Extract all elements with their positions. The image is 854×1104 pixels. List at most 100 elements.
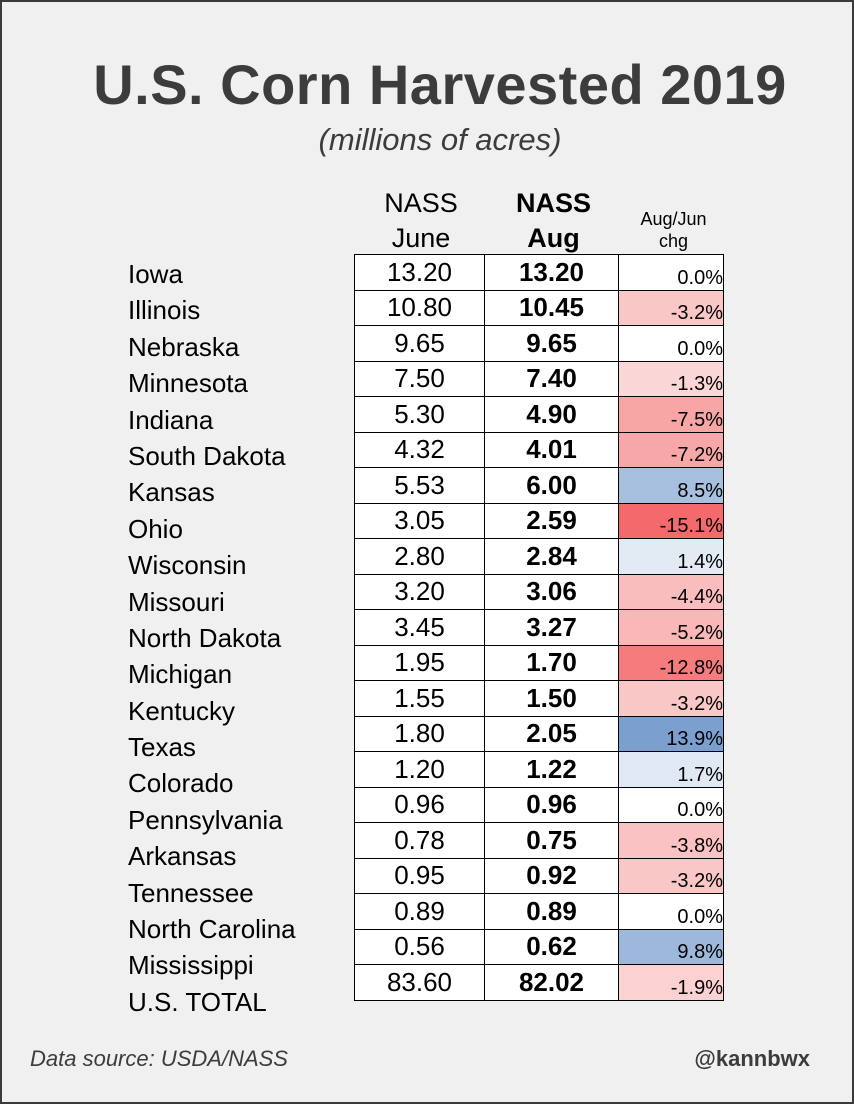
cell-aug: 1.22: [484, 751, 619, 788]
data-table: 13.20 13.20 0.0% 10.80 10.45 -3.2% 9.65 9.65 0.0…: [354, 254, 724, 1001]
cell-june: 9.65: [354, 325, 485, 362]
cell-june: 1.20: [354, 751, 485, 788]
chart-subtitle: (millions of acres): [318, 122, 562, 157]
cell-change: -5.2%: [618, 609, 724, 646]
table-row: 83.60 82.02 -1.9%: [354, 964, 724, 1001]
cell-change: -3.2%: [618, 680, 724, 717]
cell-change: -3.2%: [618, 857, 724, 894]
cell-aug: 13.20: [484, 254, 619, 291]
cell-change: 8.5%: [618, 467, 724, 504]
cell-june: 2.80: [354, 538, 485, 575]
cell-change: -4.4%: [618, 573, 724, 610]
state-label: Michigan: [128, 659, 233, 690]
table-row: 0.96 0.96 0.0%: [354, 786, 724, 823]
cell-aug: 1.50: [484, 680, 619, 717]
table-row: 3.45 3.27 -5.2%: [354, 609, 724, 646]
cell-change: -1.9%: [618, 964, 724, 1001]
cell-change: 1.7%: [618, 751, 724, 788]
cell-aug: 0.62: [484, 928, 619, 965]
cell-june: 13.20: [354, 254, 485, 291]
state-label: Tennessee: [128, 877, 254, 908]
table-row: 1.20 1.22 1.7%: [354, 751, 724, 788]
column-header-change-line1: Aug/Jun: [640, 209, 707, 229]
table-row: 0.78 0.75 -3.8%: [354, 822, 724, 859]
column-header-june: NASS June: [356, 186, 486, 256]
cell-june: 83.60: [354, 964, 485, 1001]
cell-june: 1.55: [354, 680, 485, 717]
cell-june: 0.78: [354, 822, 485, 859]
author-handle: @kannbwx: [694, 1046, 810, 1071]
table-row: 0.89 0.89 0.0%: [354, 893, 724, 930]
state-labels: Iowa Illinois Nebraska Minnesota Indiana Sout…: [128, 256, 296, 1020]
cell-change: -1.3%: [618, 360, 724, 397]
cell-change: 13.9%: [618, 715, 724, 752]
state-label: Wisconsin: [128, 550, 247, 581]
state-label: Minnesota: [128, 368, 248, 399]
cell-aug: 2.05: [484, 715, 619, 752]
cell-aug: 1.70: [484, 644, 619, 681]
state-label: Pennsylvania: [128, 804, 283, 835]
cell-aug: 82.02: [484, 964, 619, 1001]
column-header-aug-line1: NASS: [515, 188, 591, 218]
state-label: Texas: [128, 732, 196, 763]
table-row: 4.32 4.01 -7.2%: [354, 431, 724, 468]
chart-title: U.S. Corn Harvested 2019: [93, 53, 787, 116]
cell-aug: 9.65: [484, 325, 619, 362]
cell-june: 3.20: [354, 573, 485, 610]
state-label: South Dakota: [128, 440, 286, 471]
cell-change: -3.2%: [618, 289, 724, 326]
cell-june: 10.80: [354, 289, 485, 326]
cell-aug: 4.01: [484, 431, 619, 468]
cell-aug: 0.96: [484, 786, 619, 823]
table-row: 3.20 3.06 -4.4%: [354, 573, 724, 610]
state-label: Indiana: [128, 404, 214, 435]
column-header-june-line2: June: [391, 223, 451, 253]
cell-june: 0.95: [354, 857, 485, 894]
cell-aug: 0.92: [484, 857, 619, 894]
cell-aug: 6.00: [484, 467, 619, 504]
cell-change: -12.8%: [618, 644, 724, 681]
state-label: North Dakota: [128, 622, 282, 653]
column-header-change-line2: chg: [658, 231, 689, 251]
cell-aug: 7.40: [484, 360, 619, 397]
cell-june: 3.45: [354, 609, 485, 646]
column-header-aug-line2: Aug: [527, 223, 580, 253]
table-row: 9.65 9.65 0.0%: [354, 325, 724, 362]
state-label: Mississippi: [128, 950, 254, 981]
column-header-june-line1: NASS: [384, 188, 458, 218]
cell-change: -7.2%: [618, 431, 724, 468]
data-table-body: 13.20 13.20 0.0% 10.80 10.45 -3.2% 9.65 9.65 0.0…: [354, 254, 724, 1001]
state-label: Iowa: [128, 259, 183, 289]
cell-aug: 0.75: [484, 822, 619, 859]
cell-change: -7.5%: [618, 396, 724, 433]
cell-change: 9.8%: [618, 928, 724, 965]
cell-aug: 4.90: [484, 396, 619, 433]
table-row: 5.30 4.90 -7.5%: [354, 396, 724, 433]
cell-change: 0.0%: [618, 254, 724, 291]
table-row: 0.95 0.92 -3.2%: [354, 857, 724, 894]
state-label: North Carolina: [128, 914, 296, 945]
cell-aug: 0.89: [484, 893, 619, 930]
cell-aug: 2.84: [484, 538, 619, 575]
cell-change: 0.0%: [618, 786, 724, 823]
cell-june: 1.95: [354, 644, 485, 681]
table-row: 1.95 1.70 -12.8%: [354, 644, 724, 681]
state-label: Nebraska: [128, 331, 240, 362]
table-row: 13.20 13.20 0.0%: [354, 254, 724, 291]
state-label: Colorado: [128, 768, 234, 799]
cell-change: -15.1%: [618, 502, 724, 539]
cell-change: 0.0%: [618, 325, 724, 362]
cell-june: 0.96: [354, 786, 485, 823]
cell-june: 1.80: [354, 715, 485, 752]
table-row: 3.05 2.59 -15.1%: [354, 502, 724, 539]
cell-change: -3.8%: [618, 822, 724, 859]
state-label: Arkansas: [128, 841, 237, 872]
state-label: Ohio: [128, 513, 183, 544]
cell-aug: 3.06: [484, 573, 619, 610]
state-label: Missouri: [128, 586, 225, 617]
cell-june: 4.32: [354, 431, 485, 468]
cell-june: 0.56: [354, 928, 485, 965]
table-row: 2.80 2.84 1.4%: [354, 538, 724, 575]
state-label: Kansas: [128, 477, 215, 508]
cell-change: 0.0%: [618, 893, 724, 930]
